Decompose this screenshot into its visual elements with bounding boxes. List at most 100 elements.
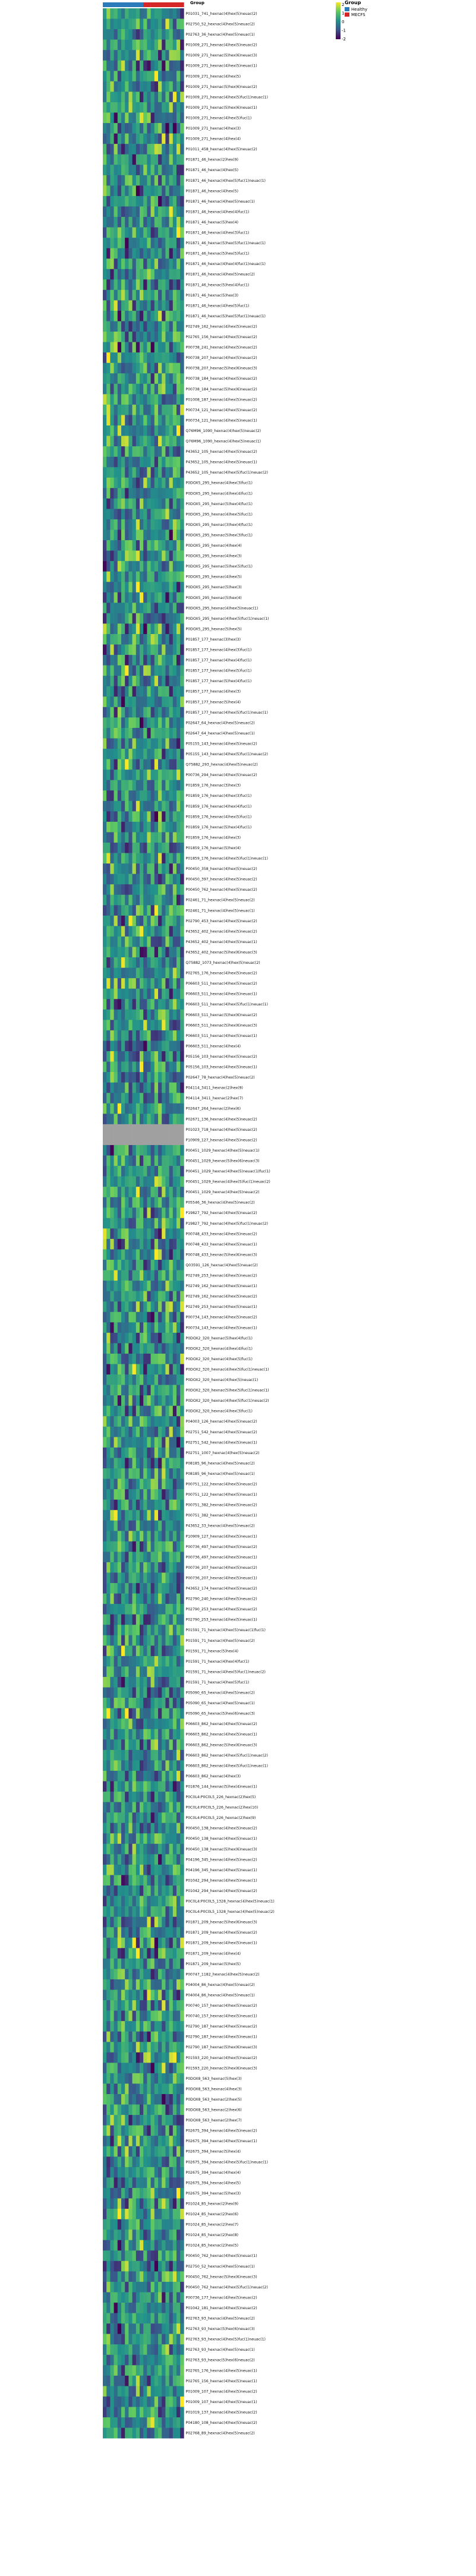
heatmap-cell — [121, 71, 125, 82]
heatmap-cell — [135, 29, 140, 40]
heatmap-cell — [121, 1864, 125, 1875]
heatmap-cell — [143, 362, 147, 374]
heatmap-cell — [140, 467, 144, 478]
heatmap-cell — [162, 1041, 166, 1052]
heatmap-cell — [158, 905, 162, 916]
heatmap-cell — [114, 2313, 118, 2324]
heatmap-cell — [128, 1916, 133, 1928]
heatmap-cell — [165, 456, 169, 468]
heatmap-cell — [128, 1353, 133, 1364]
heatmap-cell — [106, 686, 111, 697]
heatmap-cell — [180, 665, 184, 676]
heatmap-cell — [169, 1249, 174, 1260]
heatmap-cell — [103, 2083, 107, 2095]
heatmap-cell — [176, 696, 181, 708]
heatmap-cell — [140, 2240, 144, 2251]
heatmap-cell — [117, 1416, 122, 1427]
heatmap-cell — [180, 1708, 184, 1719]
heatmap-cell — [121, 717, 125, 729]
heatmap-cell — [110, 1197, 114, 1208]
heatmap-cell — [172, 185, 177, 197]
heatmap-cell — [169, 1291, 174, 1302]
heatmap-cell — [165, 1520, 169, 1531]
heatmap-cell — [128, 1218, 133, 1229]
heatmap-cell — [154, 1061, 159, 1073]
heatmap-cell — [147, 227, 151, 238]
heatmap-cell — [114, 404, 118, 415]
heatmap-cell — [147, 269, 151, 280]
heatmap-cell — [169, 1228, 174, 1240]
heatmap-cell — [114, 2281, 118, 2293]
heatmap-cell — [172, 1719, 177, 1730]
heatmap-cell — [125, 2187, 129, 2199]
heatmap-cell — [117, 1948, 122, 1959]
heatmap-cell — [172, 1374, 177, 1385]
heatmap-cell — [128, 1562, 133, 1573]
heatmap-cell — [135, 1332, 140, 1344]
heatmap-cell — [117, 1760, 122, 1771]
heatmap-cell — [110, 790, 114, 802]
heatmap-cell — [140, 1948, 144, 1959]
heatmap-cell — [103, 947, 107, 958]
heatmap-cell — [169, 2334, 174, 2345]
heatmap-cell — [117, 1281, 122, 1291]
heatmap-cell — [172, 884, 177, 896]
heatmap-cell — [125, 2094, 129, 2105]
heatmap-cell — [132, 477, 137, 488]
heatmap-cell — [154, 456, 159, 468]
heatmap-cell — [169, 1843, 174, 1855]
heatmap-cell — [114, 1353, 118, 1364]
heatmap-cell — [132, 1562, 137, 1573]
heatmap-cell — [162, 362, 166, 374]
heatmap-cell — [114, 2344, 118, 2356]
heatmap-cell — [147, 8, 151, 19]
heatmap-cell — [180, 2230, 184, 2240]
heatmap-cell — [125, 1802, 129, 1813]
heatmap-cell — [121, 1322, 125, 1333]
heatmap-cell — [128, 2303, 133, 2313]
heatmap-cell — [147, 1969, 151, 1980]
heatmap-cell — [125, 1020, 129, 1031]
heatmap-cell — [125, 2219, 129, 2230]
heatmap-cell — [128, 29, 133, 40]
heatmap-cell — [158, 1562, 162, 1573]
heatmap-cell — [103, 1322, 107, 1333]
heatmap-cell — [150, 310, 155, 321]
heatmap-cell — [121, 1604, 125, 1615]
heatmap-cell — [106, 780, 111, 791]
heatmap-cell — [128, 1645, 133, 1657]
heatmap-cell — [162, 29, 166, 40]
heatmap-cell — [169, 1144, 174, 1156]
heatmap-cell — [128, 1082, 133, 1093]
heatmap-cell — [154, 686, 159, 697]
heatmap-cell — [143, 383, 147, 395]
heatmap-cell — [103, 582, 107, 593]
heatmap-cell — [162, 217, 166, 228]
heatmap-cell — [176, 2271, 181, 2282]
heatmap-cell — [110, 1906, 114, 1917]
heatmap-cell — [162, 1958, 166, 1969]
heatmap-cell — [165, 1041, 169, 1052]
heatmap-cell — [121, 2000, 125, 2011]
heatmap-cell — [172, 2281, 177, 2293]
heatmap-cell — [117, 456, 122, 468]
heatmap-cell — [132, 1093, 137, 1104]
heatmap-cell — [117, 39, 122, 51]
heatmap-cell — [180, 1843, 184, 1855]
heatmap-cell — [121, 1218, 125, 1229]
heatmap-cell — [165, 2073, 169, 2084]
heatmap-cell — [128, 1114, 133, 1125]
heatmap-cell — [121, 1301, 125, 1313]
heatmap-cell — [180, 2177, 184, 2189]
heatmap-cell — [132, 603, 137, 614]
heatmap-cell — [117, 1864, 122, 1875]
heatmap-cell — [180, 696, 184, 708]
heatmap-cell — [180, 456, 184, 468]
heatmap-cell — [140, 821, 144, 833]
heatmap-cell — [110, 1531, 114, 1542]
heatmap-cell — [128, 790, 133, 802]
heatmap-cell — [132, 529, 137, 541]
heatmap-cell — [147, 1374, 151, 1385]
heatmap-cell — [114, 8, 118, 19]
heatmap-cell — [117, 1437, 122, 1448]
